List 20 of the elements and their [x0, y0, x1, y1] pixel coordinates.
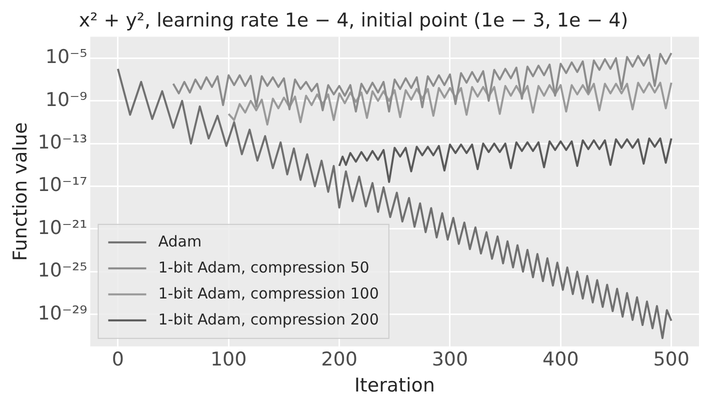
y-tick-label: 10⁻⁵: [45, 46, 88, 68]
x-tick-label: 500: [653, 348, 690, 371]
y-tick-label: 10⁻²⁵: [38, 260, 88, 282]
legend-label: 1-bit Adam, compression 100: [158, 284, 379, 302]
y-tick-label: 10⁻²⁹: [38, 302, 88, 324]
y-tick-label: 10⁻¹⁷: [38, 174, 88, 196]
x-axis-title: Iteration: [354, 374, 435, 397]
legend-label: 1-bit Adam, compression 200: [158, 310, 379, 328]
chart-title: x² + y², learning rate 1e − 4, initial point (1e − 3, 1e − 4): [78, 9, 628, 32]
y-axis-title: Function value: [9, 122, 32, 261]
x-tick-label: 0: [112, 348, 124, 371]
legend-label: 1-bit Adam, compression 50: [158, 258, 370, 276]
y-tick-label: 10⁻¹³: [38, 131, 88, 154]
x-tick-label: 100: [210, 348, 247, 371]
x-tick-label: 200: [321, 348, 358, 371]
x-tick-label: 400: [542, 348, 579, 371]
legend-label: Adam: [158, 232, 202, 250]
y-tick-label: 10⁻⁹: [45, 88, 88, 111]
x-tick-label: 300: [432, 348, 468, 371]
y-tick-label: 10⁻²¹: [38, 216, 88, 239]
